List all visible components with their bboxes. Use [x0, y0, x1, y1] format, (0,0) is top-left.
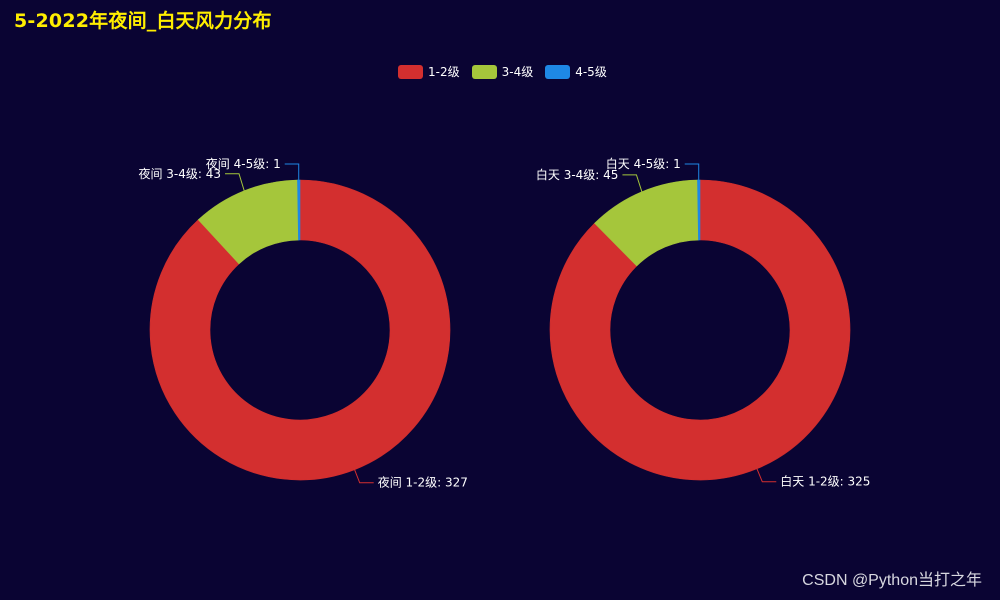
legend-label-3-4: 3-4级	[501, 65, 534, 79]
slice-1-1[interactable]	[149, 179, 451, 481]
slice-label-1-2: 夜间 3-4级: 43	[138, 166, 221, 181]
slice-label-2-2: 白天 3-4级: 45	[536, 167, 619, 182]
label-line-1-3	[284, 163, 300, 181]
slice-label-1-3: 夜间 4-5级: 1	[206, 156, 281, 171]
slice-label-1-1: 夜间 1-2级: 327	[378, 475, 468, 490]
legend-label-4-5: 4-5级	[575, 65, 607, 79]
legend-swatch-4-5	[545, 64, 571, 79]
label-line-2-3	[684, 163, 700, 181]
label-line-2-1	[756, 468, 777, 483]
label-line-1-1	[354, 469, 374, 484]
legend-item-1-2[interactable]: 1-2级	[398, 63, 460, 80]
legend: 1-2级 3-4级 4-5级	[398, 63, 607, 80]
legend-swatch-1-2	[398, 64, 423, 79]
slice-2-3[interactable]	[697, 179, 701, 241]
label-line-2-2	[622, 174, 643, 192]
legend-label-1-2: 1-2级	[428, 65, 460, 79]
slice-1-3[interactable]	[297, 179, 301, 241]
label-line-1-2	[225, 173, 245, 191]
chart-title: 5-2022年夜间_白天风力分布	[14, 10, 272, 32]
slice-label-2-3: 白天 4-5级: 1	[606, 156, 681, 171]
watermark: CSDN @Python当打之年	[802, 572, 982, 589]
slice-label-2-1: 白天 1-2级: 325	[780, 474, 870, 489]
legend-swatch-3-4	[471, 64, 497, 79]
legend-item-3-4[interactable]: 3-4级	[471, 63, 534, 80]
slice-2-1[interactable]	[549, 179, 851, 481]
legend-item-4-5[interactable]: 4-5级	[545, 63, 607, 80]
